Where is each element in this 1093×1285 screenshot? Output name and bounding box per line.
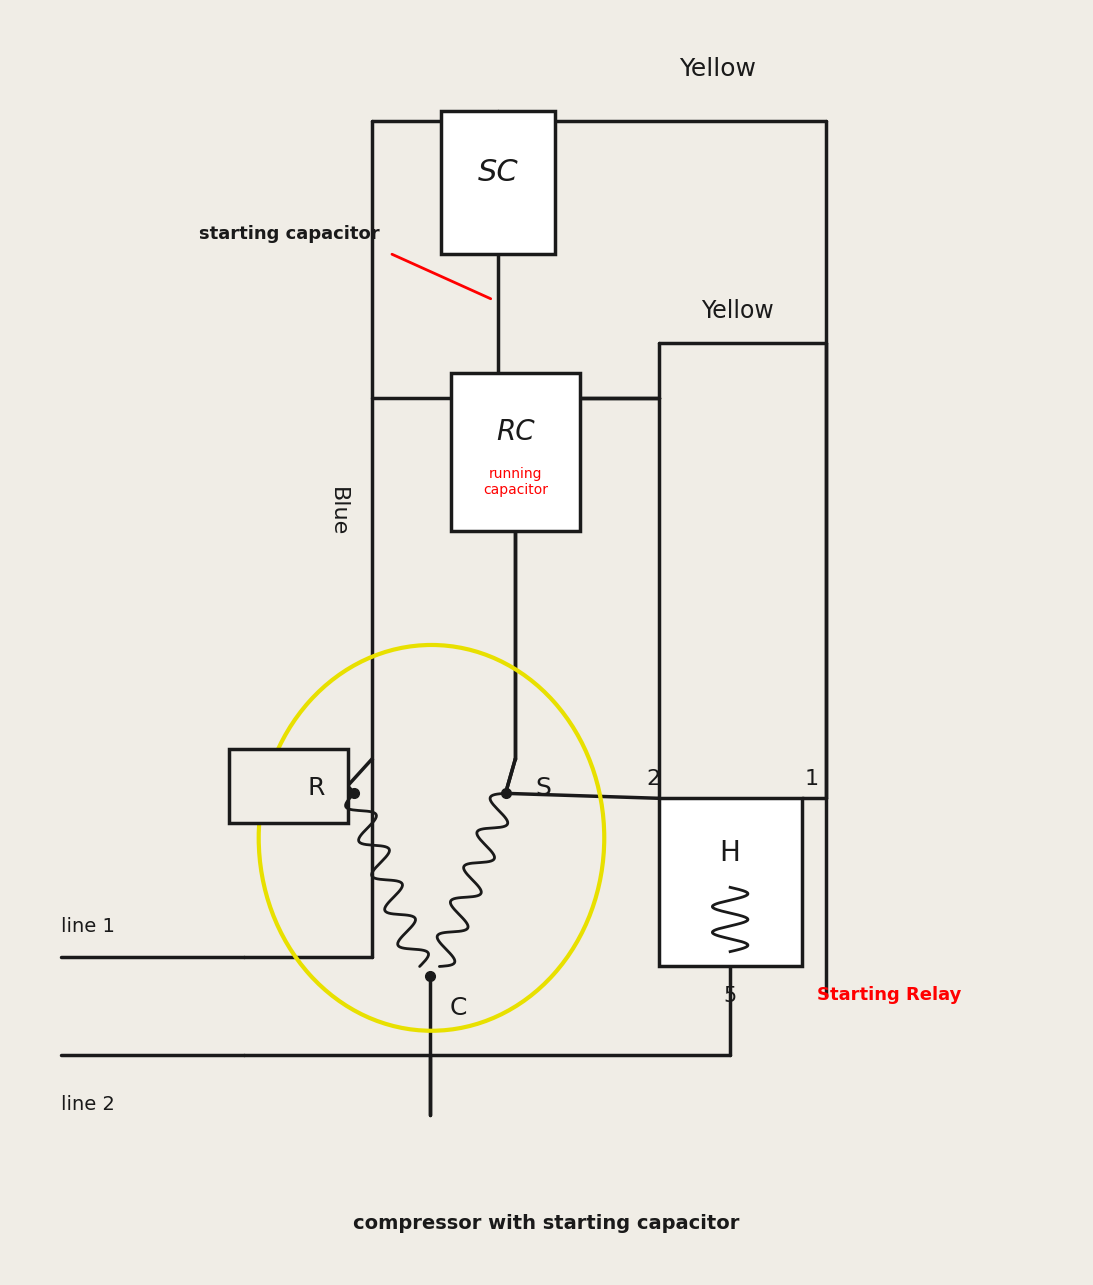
Bar [659,798,801,966]
Text: Yellow: Yellow [679,57,756,81]
Text: C: C [449,996,467,1020]
Text: Yellow: Yellow [702,299,774,324]
Text: Starting Relay: Starting Relay [816,987,961,1005]
Bar [442,111,555,254]
Text: Blue: Blue [328,487,348,536]
Text: 2: 2 [647,768,660,789]
Text: RC: RC [496,419,534,446]
Text: SC: SC [478,158,518,188]
Text: compressor with starting capacitor: compressor with starting capacitor [353,1214,739,1234]
Text: 1: 1 [804,768,819,789]
Text: starting capacitor: starting capacitor [199,225,380,243]
Text: line 1: line 1 [61,917,115,937]
Text: running
capacitor: running capacitor [483,466,548,497]
Bar [451,373,579,531]
Bar [230,749,348,822]
Text: H: H [719,839,741,866]
Text: R: R [307,776,325,801]
Text: 5: 5 [724,987,737,1006]
Text: S: S [536,776,551,801]
Text: line 2: line 2 [61,1095,115,1114]
